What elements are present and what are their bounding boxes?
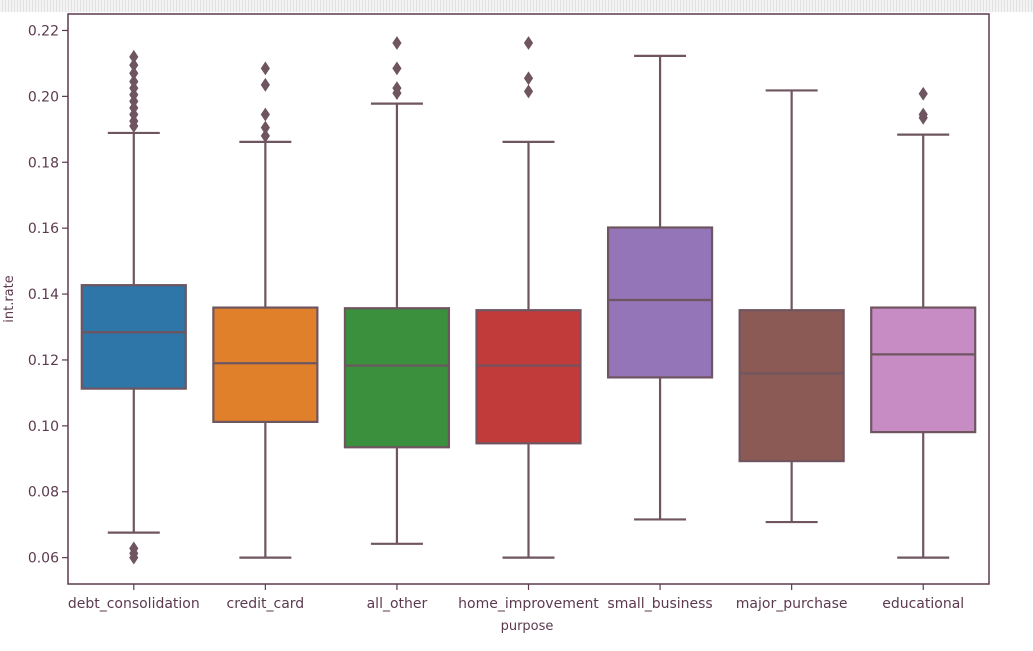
outlier-point	[260, 120, 270, 135]
outlier-point	[129, 541, 139, 556]
y-tick-label: 0.12	[28, 353, 59, 369]
top-strip	[0, 0, 1033, 12]
outlier-point	[129, 74, 139, 89]
outlier-point	[392, 36, 402, 50]
outlier-point	[129, 49, 139, 64]
outlier-point	[392, 61, 402, 76]
x-tick-label: debt_consolidation	[68, 596, 200, 612]
box-all_other	[343, 307, 451, 449]
outlier-point	[129, 58, 139, 72]
outlier-point	[260, 129, 270, 143]
x-tick-label: educational	[882, 596, 964, 612]
y-tick-label: 0.20	[28, 89, 59, 105]
outlier-point	[523, 71, 534, 86]
box-home_improvement	[475, 309, 582, 445]
outlier-point	[260, 107, 270, 122]
box-debt_consolidation	[80, 284, 187, 390]
y-axis-title: int.rate	[2, 275, 17, 323]
y-tick-label: 0.18	[28, 155, 59, 171]
box-major_purchase	[738, 309, 845, 463]
outlier-point	[523, 84, 534, 99]
outlier-point	[129, 66, 139, 81]
outlier-point	[918, 86, 928, 101]
outlier-point	[918, 107, 928, 122]
y-tick-label: 0.16	[28, 221, 59, 237]
box-small_business	[606, 226, 714, 379]
y-tick-label: 0.14	[28, 287, 59, 303]
x-tick-label: major_purchase	[736, 596, 848, 612]
x-tick-label: small_business	[607, 596, 712, 612]
y-tick-label: 0.22	[28, 23, 59, 39]
outlier-point	[260, 61, 270, 76]
y-tick-label: 0.10	[28, 419, 59, 435]
outlier-point	[260, 77, 270, 92]
x-tick-label: credit_card	[227, 596, 305, 612]
y-tick-label: 0.08	[28, 485, 59, 501]
x-tick-label: all_other	[367, 596, 428, 612]
x-axis-title: purpose	[501, 619, 554, 634]
x-tick-label: home_improvement	[458, 596, 599, 612]
outlier-point	[392, 81, 402, 96]
outlier-point	[523, 36, 534, 50]
y-tick-label: 0.06	[28, 551, 59, 567]
box-credit_card	[212, 306, 319, 423]
box-educational	[870, 306, 977, 434]
